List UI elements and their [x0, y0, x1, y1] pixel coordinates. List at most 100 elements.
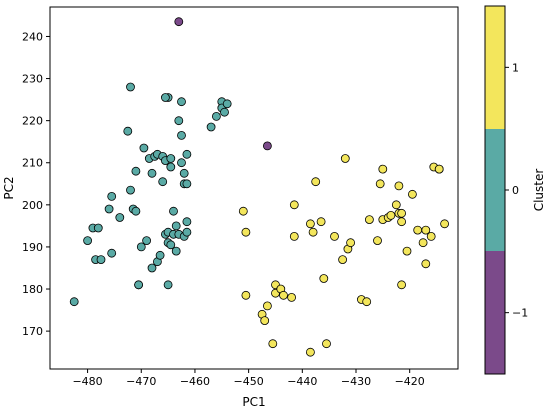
data-point-cluster-1 — [407, 189, 417, 199]
data-point-cluster-minus1 — [174, 17, 184, 27]
data-point-cluster-1 — [421, 225, 431, 235]
data-point-cluster-0 — [169, 206, 178, 216]
data-point-cluster-0 — [96, 255, 106, 265]
x-tick-label: −450 — [234, 375, 264, 388]
data-point-cluster-0 — [177, 130, 186, 140]
x-tick-label: −460 — [180, 375, 210, 388]
data-point-cluster-0 — [142, 236, 152, 246]
data-point-cluster-0 — [93, 223, 103, 233]
data-point-cluster-0 — [131, 166, 141, 176]
x-tick-label: −420 — [395, 375, 425, 388]
data-point-cluster-0 — [160, 93, 170, 102]
data-point-cluster-0 — [123, 126, 133, 136]
colorbar-ticks: −1 0 1 — [505, 61, 528, 320]
data-point-cluster-1 — [330, 231, 339, 241]
data-point-cluster-0 — [134, 280, 144, 290]
data-point-cluster-0 — [107, 191, 117, 201]
data-point-cluster-1 — [391, 200, 401, 210]
data-point-cluster-1 — [378, 164, 388, 174]
data-point-cluster-1 — [397, 280, 407, 290]
data-point-cluster-0 — [126, 185, 135, 195]
y-tick-label: 180 — [22, 283, 43, 296]
data-point-cluster-1 — [440, 219, 450, 229]
data-point-cluster-1 — [262, 301, 272, 311]
x-tick-label: −470 — [126, 375, 156, 388]
data-point-cluster-1 — [386, 210, 396, 220]
data-point-cluster-1 — [375, 179, 385, 189]
y-tick-label: 220 — [22, 115, 43, 128]
data-point-cluster-0 — [147, 263, 157, 273]
colorbar: −1 0 1 Cluster — [484, 5, 546, 375]
data-point-cluster-0 — [182, 179, 192, 189]
data-point-cluster-0 — [136, 242, 146, 252]
data-point-cluster-1 — [426, 231, 436, 241]
data-point-cluster-0 — [222, 99, 232, 109]
data-point-cluster-0 — [69, 297, 79, 307]
data-point-cluster-1 — [316, 217, 326, 227]
data-point-cluster-0 — [220, 107, 229, 117]
data-point-cluster-1 — [260, 316, 270, 326]
data-point-cluster-1 — [311, 177, 321, 187]
data-point-cluster-1 — [319, 274, 329, 283]
data-point-cluster-1 — [322, 339, 331, 349]
data-point-cluster-0 — [83, 236, 92, 246]
data-point-cluster-0 — [163, 280, 173, 290]
y-tick-label: 190 — [22, 241, 43, 254]
data-point-cluster-1 — [268, 339, 278, 349]
x-axis: −480 −470 −460 −450 −440 −430 −420 — [72, 369, 425, 388]
data-point-cluster-0 — [107, 248, 117, 258]
data-point-cluster-0 — [104, 204, 114, 214]
data-point-cluster-0 — [179, 168, 189, 178]
data-point-cluster-0 — [115, 213, 125, 222]
data-point-cluster-0 — [166, 154, 176, 163]
data-point-cluster-1 — [340, 154, 350, 163]
data-point-cluster-1 — [402, 246, 412, 256]
data-point-cluster-1 — [373, 236, 382, 246]
colorbar-tick-label: 1 — [512, 61, 519, 74]
data-point-cluster-1 — [308, 227, 318, 237]
data-point-cluster-1 — [397, 208, 407, 218]
data-point-cluster-1 — [418, 238, 428, 248]
data-point-cluster-1 — [397, 217, 407, 227]
data-point-cluster-1 — [434, 164, 444, 174]
data-point-cluster-1 — [287, 292, 297, 302]
plot-frame — [49, 6, 459, 370]
data-point-cluster-0 — [147, 168, 157, 178]
colorbar-segment-cluster-minus1 — [485, 251, 505, 374]
data-point-cluster-1 — [364, 215, 374, 225]
colorbar-segment-cluster-0 — [485, 129, 505, 251]
data-point-cluster-minus1 — [262, 141, 272, 151]
x-tick-label: −480 — [72, 375, 102, 388]
data-point-cluster-1 — [413, 225, 423, 235]
x-tick-label: −430 — [341, 375, 371, 388]
x-tick-label: −440 — [287, 375, 317, 388]
data-point-cluster-0 — [155, 250, 165, 260]
points-layer — [69, 17, 450, 357]
data-point-cluster-1 — [241, 290, 251, 300]
x-axis-label: PC1 — [242, 395, 265, 409]
data-point-cluster-0 — [171, 246, 181, 256]
colorbar-tick-label: −1 — [512, 307, 528, 320]
y-tick-label: 170 — [22, 325, 43, 338]
colorbar-label: Cluster — [532, 169, 546, 212]
y-tick-label: 240 — [22, 30, 43, 43]
data-point-cluster-0 — [177, 97, 186, 107]
data-point-cluster-0 — [177, 158, 186, 168]
data-point-cluster-1 — [338, 255, 348, 265]
data-point-cluster-1 — [394, 181, 404, 191]
data-point-cluster-0 — [211, 112, 221, 121]
data-point-cluster-0 — [182, 227, 192, 237]
y-axis: 170 180 190 200 210 220 230 240 — [22, 30, 50, 338]
y-tick-label: 210 — [22, 157, 43, 170]
data-point-cluster-0 — [174, 116, 184, 126]
data-point-cluster-0 — [126, 82, 135, 92]
colorbar-tick-label: 0 — [512, 184, 519, 197]
data-point-cluster-0 — [166, 162, 176, 172]
data-point-cluster-1 — [362, 297, 372, 307]
data-point-cluster-1 — [289, 231, 299, 241]
data-point-cluster-0 — [139, 143, 149, 153]
y-axis-label: PC2 — [2, 176, 16, 199]
data-point-cluster-0 — [182, 149, 192, 159]
data-point-cluster-1 — [241, 227, 251, 237]
